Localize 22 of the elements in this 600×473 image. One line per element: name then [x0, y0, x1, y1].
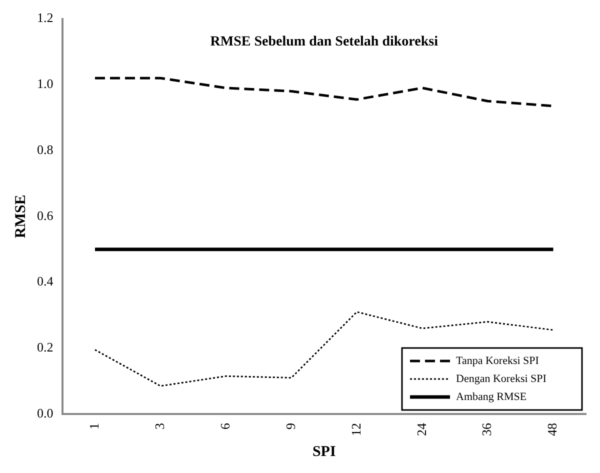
x-tick-label: 24 — [414, 422, 429, 436]
y-tick-label: 0.0 — [37, 405, 54, 420]
y-tick-label: 1.0 — [37, 76, 54, 92]
x-tick-label: 48 — [544, 423, 560, 436]
legend-label: Ambang RMSE — [456, 390, 527, 403]
legend-label: Dengan Koreksi SPI — [456, 372, 547, 385]
x-tick-label: 3 — [152, 423, 167, 430]
x-tick-label: 1 — [86, 423, 102, 430]
y-tick-label: 1.2 — [37, 10, 54, 26]
x-tick-label: 6 — [217, 422, 232, 430]
y-tick-label: 0.6 — [37, 208, 54, 223]
x-axis-title: SPI — [312, 444, 336, 460]
x-tick-label: 9 — [282, 423, 298, 430]
text: RMSE Sebelum dan Setelah dikoreksi — [210, 34, 438, 50]
legend-label: Tanpa Koreksi SPI — [456, 354, 540, 367]
y-tick-label: 0.2 — [37, 340, 54, 355]
x-tick-label: 36 — [479, 422, 494, 436]
y-tick-label: 0.4 — [37, 274, 54, 289]
line-series — [94, 311, 554, 387]
y-tick-label: 0.8 — [37, 142, 54, 157]
y-axis-title: RMSE — [12, 194, 29, 238]
x-tick-label: 12 — [348, 423, 364, 436]
